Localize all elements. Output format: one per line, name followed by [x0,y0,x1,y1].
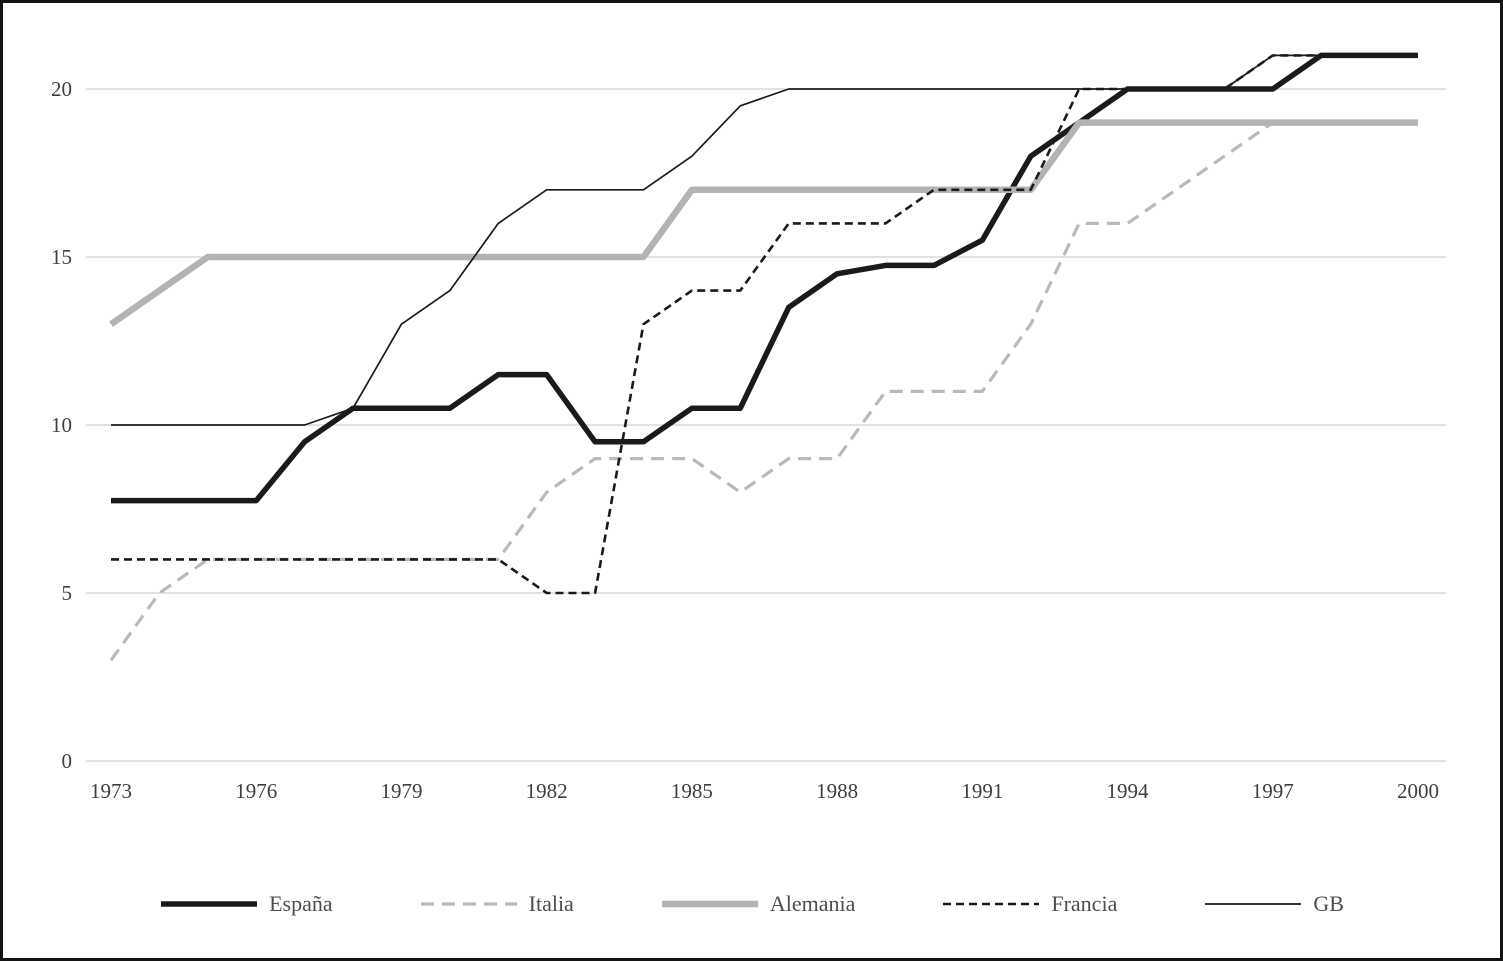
x-tick-label-1973: 1973 [90,779,132,803]
y-tick-label-20: 20 [51,77,72,101]
y-tick-label-10: 10 [51,413,72,437]
legend-label-espana: España [269,891,333,916]
series-line-alemania [109,119,1418,327]
x-tick-label-1979: 1979 [380,779,422,803]
legend-label-italia: Italia [528,891,574,916]
series-line-italia [109,120,1418,662]
x-tick-label-1997: 1997 [1252,779,1294,803]
y-tick-label-15: 15 [51,245,72,269]
x-tick-label-1976: 1976 [235,779,277,803]
legend-line-italia [420,902,517,906]
legend-line-alemania [661,900,758,908]
legend-line-francia [943,902,1040,906]
series-line-gb [111,54,1418,426]
chart-legend: España Italia Alemania Francia GB [3,891,1500,917]
legend-label-francia: Francia [1051,891,1118,916]
y-tick-label-0: 0 [62,749,73,773]
y-tick-label-5: 5 [62,581,73,605]
legend-label-alemania: Alemania [769,891,856,916]
legend-item-gb: GB [1203,891,1344,917]
x-tick-label-1985: 1985 [671,779,713,803]
legend-label-gb: GB [1313,891,1344,916]
x-tick-label-1991: 1991 [961,779,1003,803]
legend-item-alemania: Alemania [660,891,856,917]
legend-item-espana: España [159,891,333,917]
x-tick-label-1994: 1994 [1107,779,1150,803]
legend-item-italia: Italia [419,891,574,917]
legend-item-francia: Francia [941,891,1117,917]
series-line-francia [111,54,1418,595]
legend-line-gb [1205,903,1302,905]
x-tick-label-1988: 1988 [816,779,858,803]
x-tick-label-2000: 2000 [1397,779,1439,803]
x-tick-label-1982: 1982 [526,779,568,803]
line-chart: 0 5 10 15 20 1973 1976 1979 1982 1985 1988 1991 1994… [51,52,1446,803]
legend-line-espana [161,901,258,907]
